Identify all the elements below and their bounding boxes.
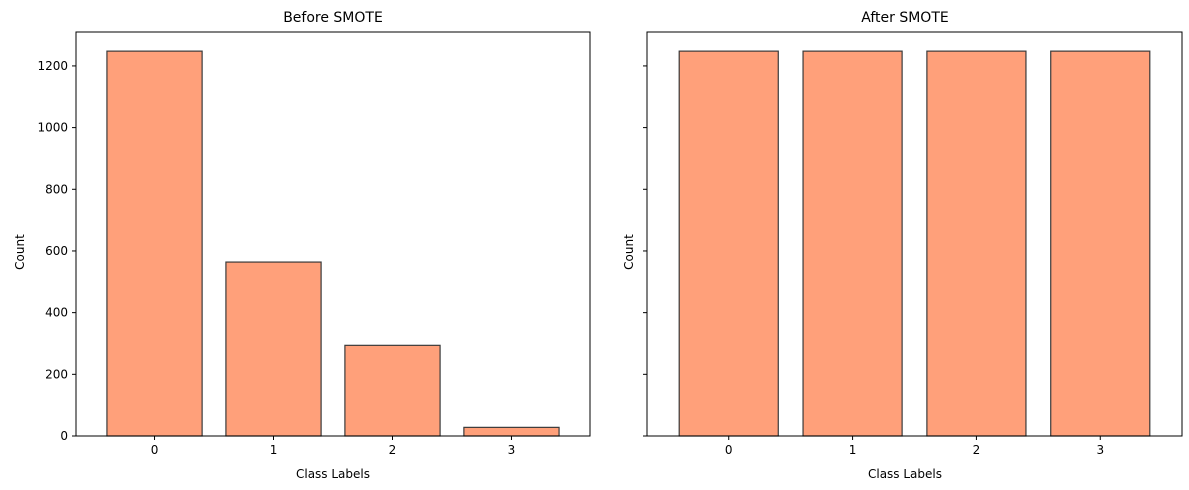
y-tick-label: 200: [45, 367, 68, 381]
y-ticks: 0 200 400 600 800 1000 1200: [37, 59, 76, 443]
chart-panel-after: After SMOTE Class Labels Count 0 1 2 3: [622, 10, 1183, 481]
chart-panel-before: Before SMOTE Class Labels Count 0 200 400 6…: [13, 10, 591, 481]
x-tick-label: 0: [151, 443, 159, 457]
x-ticks: 0 1 2 3: [725, 436, 1104, 457]
chart-title: Before SMOTE: [283, 10, 383, 26]
x-tick-label: 3: [508, 443, 516, 457]
x-axis-label: Class Labels: [296, 467, 370, 481]
bar-class-3: [463, 426, 560, 437]
x-tick-label: 1: [849, 443, 857, 457]
x-tick-label: 2: [973, 443, 981, 457]
y-tick-label: 400: [45, 306, 68, 320]
bar-group: [678, 50, 1151, 437]
bar-class-1: [802, 50, 903, 437]
y-axis-label: Count: [622, 234, 636, 270]
y-ticks: [643, 65, 647, 437]
bar-class-2: [344, 344, 441, 437]
bar-class-2: [926, 50, 1027, 437]
y-tick-label: 0: [60, 429, 68, 443]
x-tick-label: 1: [270, 443, 278, 457]
y-tick-label: 1200: [37, 59, 68, 73]
x-axis-label: Class Labels: [868, 467, 942, 481]
bar-group: [106, 50, 560, 437]
x-ticks: 0 1 2 3: [151, 436, 516, 457]
bar-class-0: [678, 50, 779, 437]
bar-class-3: [1050, 50, 1151, 437]
y-tick-label: 600: [45, 244, 68, 258]
plot-frame: [75, 31, 591, 437]
x-tick-label: 0: [725, 443, 733, 457]
bar-class-0: [106, 50, 203, 437]
x-tick-label: 3: [1096, 443, 1104, 457]
bar-class-1: [225, 261, 322, 437]
plot-frame: [646, 31, 1183, 437]
y-tick-label: 1000: [37, 121, 68, 135]
y-tick-label: 800: [45, 182, 68, 196]
chart-title: After SMOTE: [861, 10, 948, 26]
y-axis-label: Count: [13, 234, 27, 270]
x-tick-label: 2: [389, 443, 397, 457]
